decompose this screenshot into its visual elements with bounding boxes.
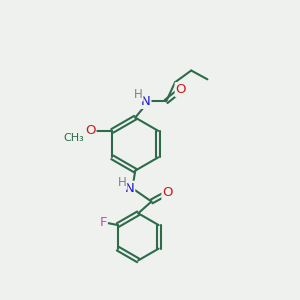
Text: H: H bbox=[134, 88, 142, 100]
Text: F: F bbox=[99, 216, 107, 229]
Text: O: O bbox=[85, 124, 95, 137]
Text: N: N bbox=[124, 182, 134, 195]
Text: H: H bbox=[118, 176, 126, 189]
Text: N: N bbox=[141, 95, 151, 108]
Text: O: O bbox=[162, 186, 173, 199]
Text: CH₃: CH₃ bbox=[64, 133, 84, 143]
Text: O: O bbox=[176, 83, 186, 96]
